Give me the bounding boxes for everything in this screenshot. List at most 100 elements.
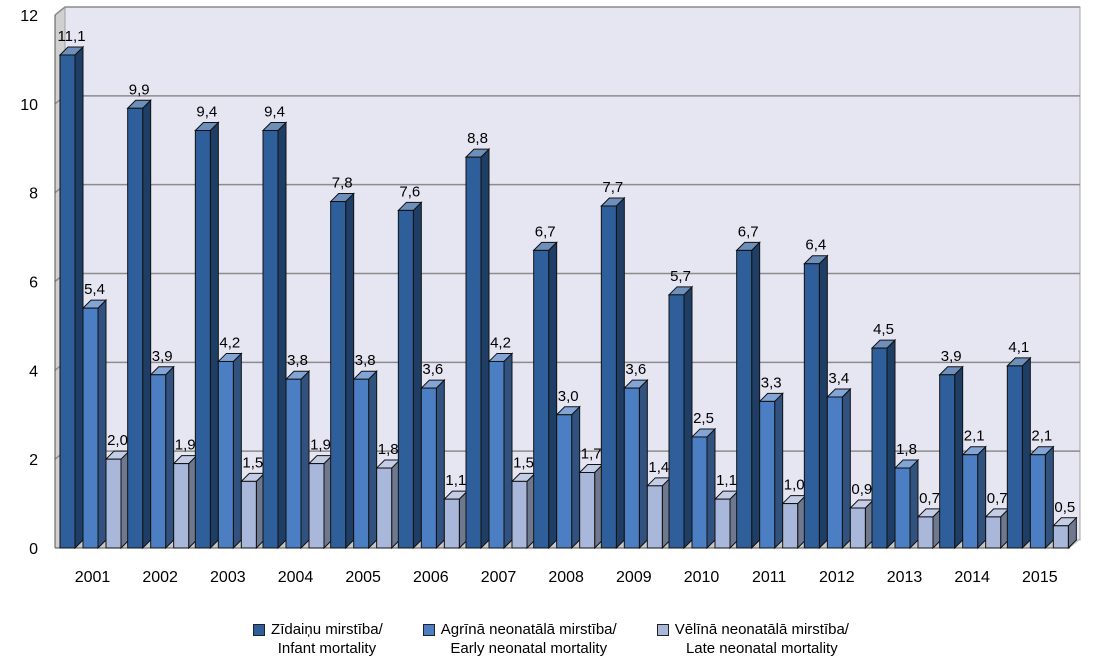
bar-infant — [194, 129, 211, 549]
data-label: 1,1 — [445, 472, 466, 489]
bar-late — [579, 471, 596, 549]
data-label: 2,5 — [693, 410, 714, 427]
data-label: 3,4 — [828, 370, 849, 387]
bar-infant — [262, 129, 279, 549]
data-label: 3,6 — [422, 361, 443, 378]
bar-early — [82, 307, 99, 549]
x-tick-label: 2002 — [142, 569, 178, 586]
bar-early — [150, 374, 167, 549]
bar-early — [217, 360, 234, 549]
bar-early — [1029, 454, 1046, 549]
data-label: 6,4 — [805, 237, 826, 254]
data-label: 0,7 — [987, 490, 1008, 507]
bar-side — [503, 352, 513, 550]
legend-swatch-infant — [253, 624, 266, 636]
bar-late — [714, 498, 731, 549]
bar-side — [232, 352, 242, 550]
bar-side — [818, 254, 828, 550]
data-label: 3,8 — [355, 352, 376, 369]
data-label: 5,7 — [670, 268, 691, 285]
gridline — [54, 6, 1080, 16]
bar-side — [480, 147, 490, 550]
bar-side — [412, 201, 422, 550]
bar-late — [511, 480, 528, 549]
data-label: 1,4 — [648, 459, 669, 476]
bar-side — [300, 370, 310, 550]
bar-late — [308, 463, 325, 549]
data-label: 0,7 — [919, 490, 940, 507]
data-label: 1,1 — [716, 472, 737, 489]
data-label: 1,9 — [175, 437, 196, 454]
bar-infant — [939, 374, 956, 549]
data-label: 1,7 — [581, 445, 602, 462]
bar-infant — [127, 107, 144, 549]
bar-infant — [871, 347, 888, 549]
bar-side — [706, 427, 716, 550]
legend-swatch-late — [656, 624, 669, 636]
bar-infant — [600, 205, 617, 549]
bar-early — [420, 387, 437, 549]
x-tick-label: 2003 — [210, 569, 246, 586]
legend-item-infant: Zīdaiņu mirstība/ Infant mortality — [253, 620, 383, 658]
data-label: 1,5 — [242, 454, 263, 471]
legend: Zīdaiņu mirstība/ Infant mortality Agrīn… — [0, 620, 1102, 658]
data-label: 4,1 — [1008, 339, 1029, 356]
legend-swatch-early — [422, 624, 435, 636]
bar-side — [841, 387, 851, 550]
x-tick-label: 2006 — [413, 569, 449, 586]
y-tick-label: 2 — [29, 452, 38, 469]
data-label: 9,4 — [196, 103, 217, 120]
x-tick-label: 2011 — [752, 569, 787, 586]
data-label: 3,6 — [625, 361, 646, 378]
bar-late — [240, 480, 257, 549]
data-label: 11,1 — [57, 28, 85, 45]
data-label: 9,4 — [264, 103, 285, 120]
bar-early — [894, 467, 911, 549]
bar-infant — [1006, 365, 1023, 549]
bar-late — [376, 467, 393, 549]
data-label: 6,7 — [738, 223, 759, 240]
bar-side — [435, 378, 445, 550]
x-tick-label: 2015 — [1022, 569, 1058, 586]
data-label: 4,5 — [873, 321, 894, 338]
bar-early — [623, 387, 640, 549]
y-tick-label: 10 — [20, 97, 38, 114]
x-tick-label: 2012 — [819, 569, 855, 586]
data-label: 7,6 — [399, 183, 420, 200]
data-label: 3,9 — [152, 348, 173, 365]
y-tick-label: 4 — [29, 363, 38, 380]
bar-late — [105, 458, 122, 549]
x-tick-label: 2008 — [548, 569, 584, 586]
bar-side — [571, 405, 581, 550]
data-label: 9,9 — [129, 81, 150, 98]
legend-item-early: Agrīnā neonatālā mirstība/ Early neonata… — [422, 620, 617, 658]
y-tick-label: 12 — [20, 8, 38, 25]
data-label: 7,7 — [602, 179, 623, 196]
bar-early — [826, 396, 843, 549]
bar-infant — [668, 294, 685, 549]
y-tick-label: 0 — [29, 541, 38, 558]
bar-infant — [736, 249, 753, 549]
bar-late — [646, 485, 663, 549]
data-label: 1,0 — [784, 477, 805, 494]
legend-item-late: Vēlīnā neonatālā mirstība/ Late neonatal… — [656, 620, 849, 658]
y-tick-label: 8 — [29, 186, 38, 203]
data-label: 7,8 — [332, 175, 353, 192]
bar-side — [683, 285, 693, 550]
x-tick-label: 2014 — [954, 569, 990, 586]
bar-infant — [330, 201, 347, 549]
bar-side — [74, 45, 84, 550]
bar-side — [368, 370, 378, 550]
bar-side — [1021, 356, 1031, 550]
bar-late — [917, 516, 934, 549]
bar-side — [345, 192, 355, 550]
data-label: 1,5 — [513, 454, 534, 471]
data-label: 6,7 — [535, 223, 556, 240]
data-label: 3,8 — [287, 352, 308, 369]
y-tick-label: 6 — [29, 275, 38, 292]
bar-side — [774, 392, 784, 550]
data-label: 1,9 — [310, 437, 331, 454]
data-label: 1,8 — [896, 441, 917, 458]
data-label: 1,8 — [378, 441, 399, 458]
